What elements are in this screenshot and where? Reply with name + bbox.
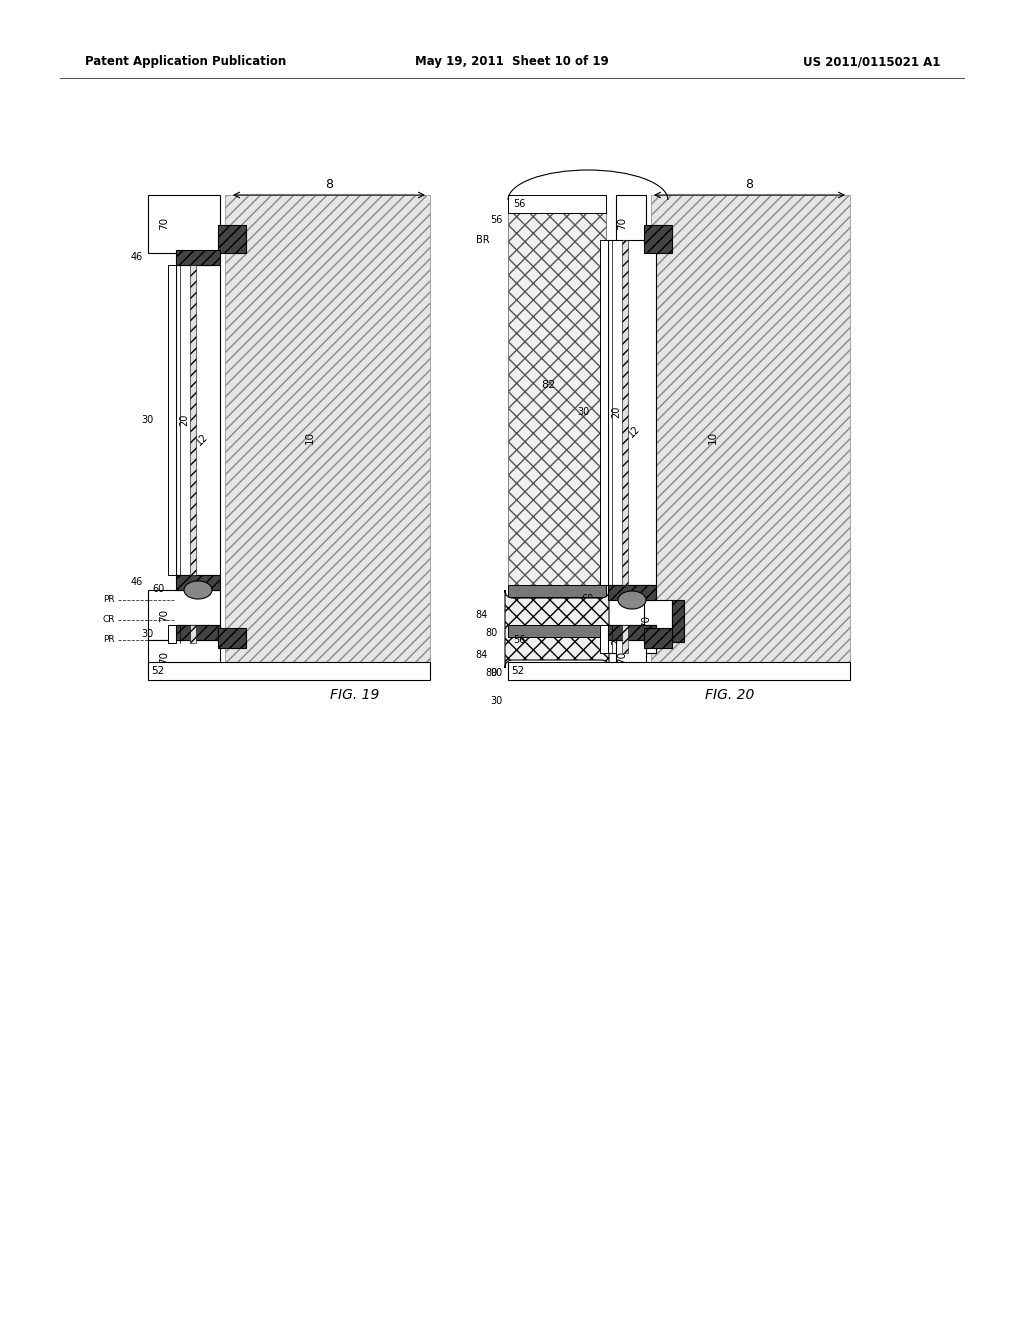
Text: 56: 56 [513,635,525,645]
Text: 30: 30 [141,414,154,425]
Text: May 19, 2011  Sheet 10 of 19: May 19, 2011 Sheet 10 of 19 [415,55,609,69]
Text: 20: 20 [179,413,189,426]
Bar [672,601,684,642]
Text: 30: 30 [578,407,590,417]
Text: 82: 82 [541,380,555,389]
Text: 84: 84 [476,610,488,620]
Bar [218,628,246,648]
Bar [644,224,672,253]
Text: CR: CR [102,615,115,624]
Text: 30: 30 [141,630,154,639]
Text: 70: 70 [641,614,651,627]
Bar [168,624,176,643]
Bar [168,265,176,576]
Bar [176,265,220,576]
Bar [148,663,430,680]
Bar [622,240,628,585]
Text: 12: 12 [195,432,210,447]
Bar [608,624,656,653]
Text: 84: 84 [476,649,488,660]
Text: 82: 82 [550,630,563,639]
Bar [148,195,220,253]
Text: 70: 70 [159,216,169,230]
Text: 60: 60 [152,583,164,594]
Bar [176,624,220,640]
Bar [644,628,672,648]
FancyBboxPatch shape [505,590,609,668]
Text: US 2011/0115021 A1: US 2011/0115021 A1 [803,55,940,69]
Text: 8: 8 [325,177,333,190]
Bar [508,585,606,597]
Bar [148,590,220,640]
Text: 46: 46 [131,252,143,261]
Bar [176,249,220,265]
Bar [176,624,220,643]
Text: 56: 56 [513,199,525,209]
Bar [608,240,656,585]
Text: 70: 70 [617,216,627,230]
Bar [651,195,850,680]
Bar [218,224,246,253]
Bar [225,195,430,680]
Text: 60: 60 [582,594,594,605]
Text: 12: 12 [626,424,642,440]
Text: PR: PR [103,595,115,605]
Text: 46: 46 [131,577,143,587]
Bar [508,195,606,213]
Text: 56: 56 [513,598,525,609]
Text: 70: 70 [159,609,169,622]
Bar [176,576,220,590]
Text: 80: 80 [485,668,498,678]
Ellipse shape [184,581,212,599]
Text: 90: 90 [490,668,503,678]
Bar [508,624,606,638]
Text: PR: PR [103,635,115,644]
Bar [608,624,656,640]
Text: 80: 80 [485,628,498,638]
Text: 70: 70 [617,651,627,664]
Bar [616,195,646,253]
Text: 70: 70 [159,651,169,664]
Text: Patent Application Publication: Patent Application Publication [85,55,287,69]
Bar [508,663,850,680]
Bar [600,624,608,653]
Text: 20: 20 [611,632,621,645]
Text: 12: 12 [195,645,210,661]
Text: BR: BR [476,235,490,246]
Text: FIG. 20: FIG. 20 [706,688,755,702]
Text: 52: 52 [511,667,524,676]
Ellipse shape [618,591,646,609]
Text: 10: 10 [708,430,718,444]
Text: FIG. 19: FIG. 19 [331,688,380,702]
Text: 12: 12 [626,651,642,667]
Text: 56: 56 [490,215,503,224]
Text: 20: 20 [179,628,189,640]
Bar [600,240,608,585]
Text: 52: 52 [151,667,164,676]
Text: 30: 30 [490,696,503,706]
Bar [190,624,196,643]
Text: 20: 20 [611,405,621,418]
Bar [622,624,628,653]
Bar [148,640,220,675]
Bar [608,585,656,601]
Bar [616,640,646,675]
Bar [190,265,196,576]
Text: 8: 8 [745,177,753,190]
Bar [644,601,672,642]
Text: 10: 10 [305,430,315,444]
Bar [508,195,606,585]
